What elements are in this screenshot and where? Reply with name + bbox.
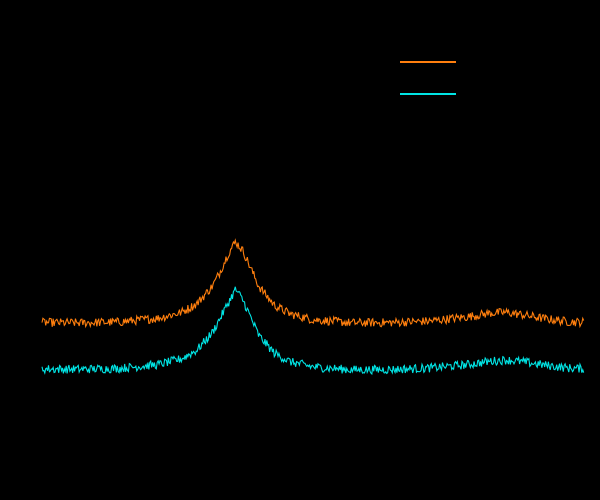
- x-tick-label: 50: [265, 450, 283, 470]
- series-line-1: [41, 238, 585, 329]
- series-line-2: [41, 286, 585, 376]
- x-axis-ticks: 20 30 40 50 60 70 80 90: [33, 450, 593, 470]
- x-tick-label: 80: [498, 450, 516, 470]
- x-tick-label: 70: [420, 450, 438, 470]
- legend-label-1: 500 mesh: [462, 52, 536, 73]
- x-tick-label: 30: [110, 450, 128, 470]
- legend-label-2: 1000 mesh: [462, 84, 545, 105]
- x-tick-label: 20: [33, 450, 51, 470]
- x-tick-label: 40: [188, 450, 206, 470]
- series-layer: [41, 230, 585, 376]
- legend: 200 mesh 500 mesh 1000 mesh: [400, 20, 545, 105]
- x-axis-label: 2θ /°: [293, 478, 329, 499]
- x-tick-label: 90: [575, 450, 593, 470]
- legend-label-0: 200 mesh: [462, 20, 536, 41]
- series-line-0: [41, 230, 585, 244]
- y-axis-label: Intensity/a.u.: [19, 175, 40, 274]
- x-tick-label: 60: [343, 450, 361, 470]
